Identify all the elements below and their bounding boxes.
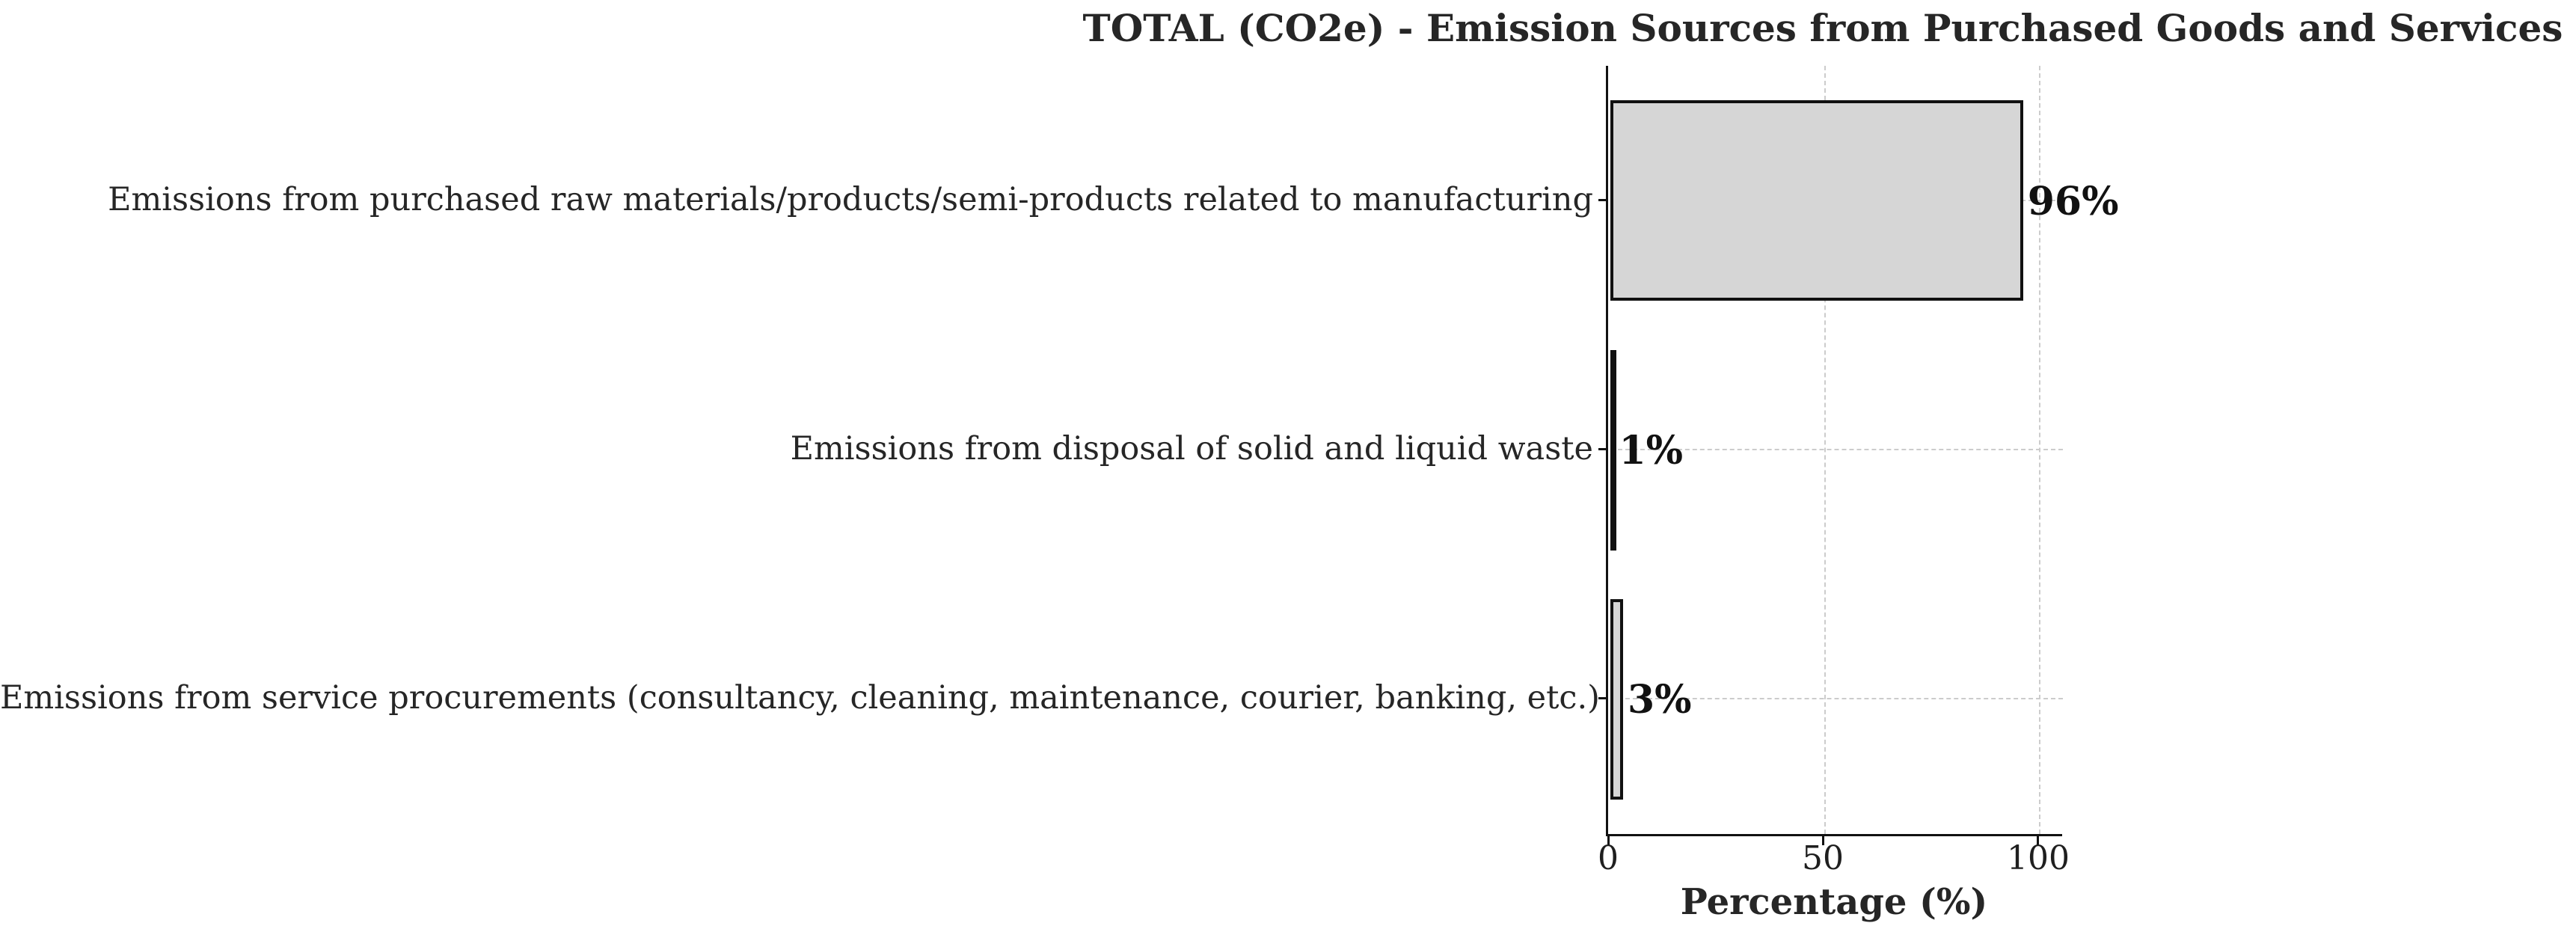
x-tick-label-0: 0 (1598, 839, 1619, 877)
y-tick-mark (1598, 448, 1606, 450)
y-tick-mark (1598, 199, 1606, 201)
y-tick-mark (1598, 697, 1606, 699)
x-tick-label-100: 100 (2007, 839, 2070, 877)
x-tick-mark-0 (1607, 836, 1610, 845)
plot-inner: 96% 1% 3% (1610, 66, 2119, 834)
plot-area: 96% 1% 3% (1606, 66, 2119, 836)
x-tick-label-50: 50 (1802, 839, 1844, 877)
bar-waste (1610, 350, 1616, 551)
x-tick-mark-50 (1822, 836, 1824, 845)
category-label-waste: Emissions from disposal of solid and liq… (790, 430, 1593, 468)
value-label-waste: 1% (1619, 428, 1684, 473)
category-label-manufacturing: Emissions from purchased raw materials/p… (108, 181, 1593, 219)
x-axis-title: Percentage (%) (1680, 881, 1988, 923)
category-label-services: Emissions from service procurements (con… (0, 679, 1600, 717)
x-tick-mark-100 (2037, 836, 2039, 845)
gridline-y-waste (1610, 449, 2063, 450)
bar-services (1610, 599, 1624, 800)
value-label-services: 3% (1628, 677, 1692, 723)
value-label-manufacturing: 96% (2027, 179, 2119, 224)
chart-title: TOTAL (CO2e) - Emission Sources from Pur… (1082, 6, 2563, 50)
gridline-y-services (1610, 698, 2063, 699)
bar-manufacturing (1610, 100, 2023, 301)
